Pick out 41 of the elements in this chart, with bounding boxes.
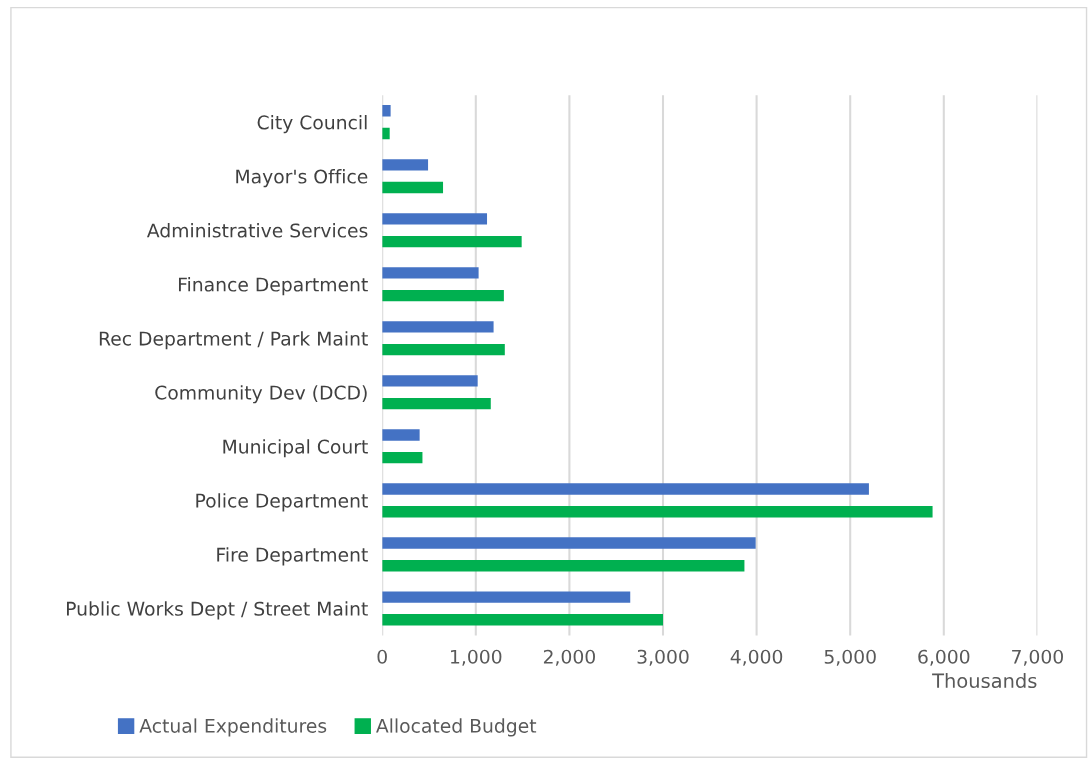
x-tick-label: 1,000: [451, 649, 502, 666]
legend-label: Actual Expenditures: [139, 718, 327, 737]
y-tick-label: Mayor's Office: [236, 169, 368, 188]
y-tick-label: Administrative Services: [146, 223, 368, 238]
bar: [382, 127, 390, 140]
x-tick-label: 0: [377, 649, 387, 664]
bar: [382, 235, 522, 248]
bar: [382, 181, 444, 194]
y-tick-label: Police Department: [196, 493, 368, 512]
bar: [382, 483, 869, 495]
bar: [382, 213, 488, 225]
bar: [382, 105, 391, 117]
x-tick-label: 6,000: [918, 649, 970, 666]
x-tick-label: 2,000: [543, 649, 595, 666]
bar: [382, 321, 494, 333]
bar: [382, 343, 505, 356]
bar: [382, 289, 504, 302]
bar: [382, 375, 478, 387]
x-tick-label: 5,000: [824, 649, 876, 666]
bar: [382, 506, 933, 518]
bar: [382, 591, 631, 603]
x-tick-label: 7,000: [1012, 649, 1063, 666]
x-axis-title: Thousands: [932, 673, 1037, 689]
bar: [382, 614, 663, 626]
bar: [382, 159, 429, 171]
y-tick-label: Rec Department / Park Maint: [99, 331, 368, 350]
bar: [382, 452, 423, 464]
legend-label: Allocated Budget: [376, 718, 537, 737]
y-tick-label: Public Works Dept / Street Maint: [67, 601, 368, 620]
y-tick-label: Community Dev (DCD): [155, 385, 367, 404]
x-tick-label: 3,000: [637, 649, 689, 666]
bar: [382, 267, 479, 279]
bar: [382, 429, 420, 441]
bar: [382, 537, 756, 549]
y-tick-label: Municipal Court: [223, 439, 368, 458]
bar: [382, 560, 745, 572]
x-tick-label: 4,000: [730, 649, 783, 666]
y-tick-label: Finance Department: [178, 277, 368, 296]
bar: [382, 397, 491, 410]
y-tick-label: Fire Department: [217, 547, 368, 566]
y-tick-label: City Council: [257, 115, 367, 134]
